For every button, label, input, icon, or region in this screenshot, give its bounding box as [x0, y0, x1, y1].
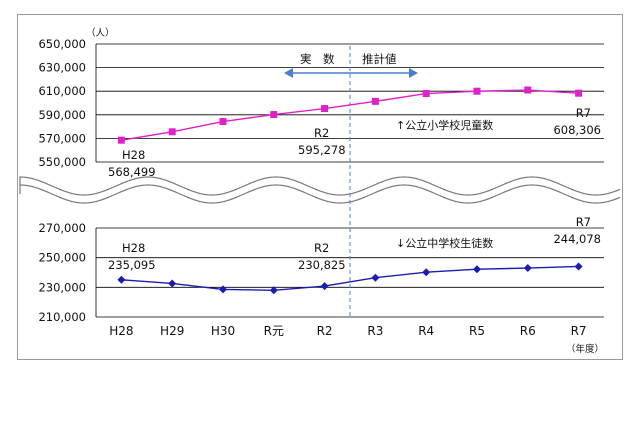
- top-y-tick-label: 550,000: [38, 155, 86, 169]
- elementary-point: [524, 86, 532, 94]
- junior-high-point: [523, 264, 532, 273]
- top-y-tick-label: 590,000: [38, 108, 86, 122]
- junior-high-annotation-label: R2: [314, 241, 329, 255]
- x-unit-label: （年度）: [566, 343, 604, 355]
- junior-high-point: [574, 262, 583, 271]
- series-group: [117, 86, 583, 295]
- junior-high-point: [269, 286, 278, 295]
- chart-frame: [17, 14, 623, 360]
- elementary-point: [219, 118, 227, 126]
- series-label-elementary: ↑公立小学校児童数: [396, 118, 493, 132]
- elementary-annotation-label: R2: [314, 126, 329, 140]
- arrow-head-left: [284, 68, 293, 78]
- x-category-label: R6: [520, 324, 536, 338]
- bottom-y-tick-label: 210,000: [38, 310, 86, 324]
- top-y-tick-label: 650,000: [38, 37, 86, 51]
- actual-label: 実 数: [300, 52, 335, 66]
- junior-high-annotation-label: R7: [576, 215, 591, 229]
- elementary-annotation-label: H28: [122, 148, 145, 162]
- elementary-point: [270, 111, 278, 119]
- junior-high-point: [168, 279, 177, 288]
- junior-high-annotation-value: 235,095: [108, 258, 156, 272]
- elementary-series-line: [121, 89, 579, 141]
- bottom-y-tick-label: 230,000: [38, 280, 86, 294]
- elementary-point: [473, 87, 481, 95]
- elementary-point: [575, 89, 583, 97]
- top-y-tick-label: 630,000: [38, 61, 86, 75]
- elementary-annotation-value: 595,278: [298, 143, 346, 157]
- elementary-point: [117, 136, 125, 144]
- elementary-point: [321, 105, 329, 113]
- elementary-point: [422, 90, 430, 98]
- junior-high-point: [371, 273, 380, 282]
- estimate-label: 推計値: [362, 52, 397, 66]
- x-category-label: R4: [418, 324, 434, 338]
- bottom-y-tick-label: 270,000: [38, 221, 86, 235]
- junior-high-point: [473, 265, 481, 274]
- category-labels: H28 H29 H30 R元 R2 R3 R4 R5 R6 R7: [109, 324, 586, 338]
- x-category-label: R元: [264, 324, 284, 338]
- break-wave-upper: [19, 176, 621, 196]
- junior-high-point: [422, 268, 431, 277]
- x-category-label: R5: [469, 324, 485, 338]
- elementary-annotation-label: R7: [576, 106, 591, 120]
- junior-high-annotation-label: H28: [122, 241, 145, 255]
- break-wave-lower: [19, 184, 621, 204]
- x-category-label: H30: [211, 324, 235, 338]
- series-label-junior-high: ↓公立中学校生徒数: [396, 236, 493, 250]
- junior-high-point: [117, 275, 126, 284]
- x-category-label: R2: [317, 324, 333, 338]
- arrow-head-right: [409, 68, 418, 78]
- axis-break-waves: [19, 176, 621, 204]
- junior-high-point: [219, 285, 227, 294]
- estimate-divider: [284, 46, 418, 316]
- x-category-label: H28: [109, 324, 133, 338]
- unit-label: （人）: [86, 27, 115, 39]
- bottom-y-ticks: 270,000 250,000 230,000 210,000: [38, 221, 86, 324]
- elementary-point: [168, 128, 176, 136]
- x-category-label: H29: [160, 324, 184, 338]
- x-category-label: R7: [571, 324, 587, 338]
- junior-high-series-line: [121, 265, 579, 292]
- elementary-point: [371, 97, 379, 105]
- elementary-annotation-value: 568,499: [108, 165, 156, 179]
- junior-high-annotation-value: 230,825: [298, 258, 346, 272]
- bottom-y-tick-label: 250,000: [38, 251, 86, 265]
- elementary-annotation-value: 608,306: [553, 123, 601, 137]
- annotations: H28 568,499 R2 595,278 R7 608,306 H28 235,095 R2…: [108, 106, 601, 272]
- junior-high-point: [320, 282, 329, 291]
- junior-high-annotation-value: 244,078: [553, 232, 601, 246]
- x-category-label: R3: [367, 324, 383, 338]
- top-y-tick-label: 570,000: [38, 131, 86, 145]
- top-y-ticks: 650,000 630,000 610,000 590,000 570,000 550,0…: [38, 37, 86, 169]
- top-y-tick-label: 610,000: [38, 84, 86, 98]
